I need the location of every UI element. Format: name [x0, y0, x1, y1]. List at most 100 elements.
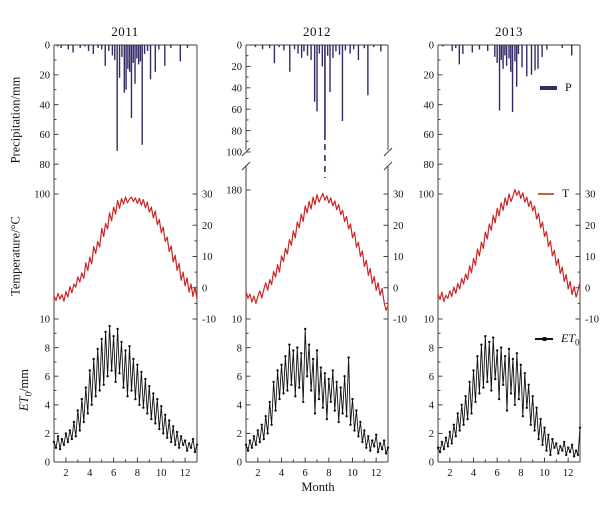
svg-text:0: 0 — [237, 41, 242, 52]
svg-text:60: 60 — [232, 105, 243, 116]
et0-swatch-icon — [535, 336, 553, 342]
svg-text:6: 6 — [237, 372, 242, 383]
svg-text:10: 10 — [424, 315, 435, 326]
et0-axis-title-sub: 0 — [23, 391, 34, 397]
svg-text:0: 0 — [202, 283, 207, 294]
svg-text:10: 10 — [393, 252, 404, 263]
et0-series-2011 — [52, 324, 199, 454]
svg-text:0: 0 — [429, 458, 434, 469]
svg-text:20: 20 — [424, 70, 435, 81]
svg-text:20: 20 — [393, 221, 404, 232]
svg-text:10: 10 — [585, 252, 596, 263]
legend-temperature: T — [538, 186, 569, 201]
svg-text:30: 30 — [393, 190, 404, 201]
svg-text:-10: -10 — [202, 315, 216, 326]
svg-text:2: 2 — [429, 429, 434, 440]
svg-text:80: 80 — [424, 160, 435, 171]
precip-bars-2011 — [56, 45, 189, 151]
panel-title-2011: 2011 — [111, 24, 139, 39]
svg-text:6: 6 — [429, 372, 434, 383]
svg-text:10: 10 — [40, 315, 51, 326]
et0-axis-title-rest: /mm — [16, 368, 31, 392]
svg-text:100: 100 — [34, 190, 50, 201]
svg-text:4: 4 — [279, 468, 285, 479]
svg-text:0: 0 — [585, 283, 590, 294]
svg-text:-10: -10 — [393, 315, 407, 326]
svg-text:8: 8 — [326, 468, 331, 479]
svg-text:2: 2 — [447, 468, 452, 479]
svg-text:0: 0 — [393, 283, 398, 294]
svg-text:12: 12 — [180, 468, 191, 479]
svg-text:4: 4 — [429, 400, 435, 411]
svg-text:2: 2 — [63, 468, 68, 479]
temp-line-2012 — [245, 192, 389, 311]
legend-precipitation: P — [540, 80, 572, 95]
svg-text:4: 4 — [45, 400, 51, 411]
temp-line-2011 — [53, 196, 198, 302]
svg-text:180: 180 — [226, 186, 242, 197]
svg-text:0: 0 — [237, 458, 242, 469]
svg-text:8: 8 — [135, 468, 140, 479]
precipitation-axis-title: Precipitation/mm — [8, 76, 23, 164]
temperature-axis-title: Temperature/°C — [8, 216, 23, 296]
svg-text:4: 4 — [87, 468, 93, 479]
svg-text:6: 6 — [495, 468, 500, 479]
svg-text:20: 20 — [202, 221, 213, 232]
panel-title-2012: 2012 — [303, 24, 331, 39]
et0-series-2012 — [244, 327, 390, 455]
svg-text:12: 12 — [371, 468, 382, 479]
svg-text:10: 10 — [156, 468, 167, 479]
legend-et0: ET0 — [535, 331, 580, 347]
svg-text:0: 0 — [429, 41, 434, 52]
panel-title-2013: 2013 — [495, 24, 523, 39]
et0-axis-title-italic: ET — [16, 396, 31, 412]
svg-text:8: 8 — [518, 468, 523, 479]
svg-text:60: 60 — [424, 130, 435, 141]
legend-label-et0: ET0 — [561, 331, 580, 347]
svg-text:40: 40 — [232, 83, 243, 94]
svg-text:10: 10 — [539, 468, 550, 479]
svg-text:80: 80 — [232, 126, 243, 137]
temp-line-2013 — [437, 189, 581, 303]
legend-label-t: T — [562, 186, 570, 200]
et0-axis-title: ET0/mm — [17, 369, 34, 411]
precip-bars-2013 — [442, 45, 573, 113]
legend-et0-sub: 0 — [575, 337, 580, 348]
svg-text:2: 2 — [45, 429, 50, 440]
svg-text:80: 80 — [40, 160, 51, 171]
svg-text:10: 10 — [347, 468, 358, 479]
et0-series-2013 — [436, 335, 582, 459]
svg-text:100: 100 — [226, 148, 242, 159]
svg-text:30: 30 — [202, 190, 213, 201]
svg-text:10: 10 — [232, 315, 243, 326]
svg-text:2: 2 — [237, 429, 242, 440]
month-axis-title: Month — [301, 480, 335, 494]
temperature-swatch-icon — [538, 192, 554, 195]
svg-text:20: 20 — [40, 70, 51, 81]
svg-text:4: 4 — [237, 400, 243, 411]
svg-text:4: 4 — [471, 468, 477, 479]
svg-text:20: 20 — [232, 62, 243, 73]
svg-text:8: 8 — [429, 343, 434, 354]
svg-text:40: 40 — [40, 100, 51, 111]
svg-text:6: 6 — [111, 468, 116, 479]
svg-text:6: 6 — [303, 468, 308, 479]
svg-text:12: 12 — [563, 468, 574, 479]
svg-text:10: 10 — [202, 252, 213, 263]
svg-text:60: 60 — [40, 130, 51, 141]
svg-text:8: 8 — [237, 343, 242, 354]
svg-text:40: 40 — [424, 100, 435, 111]
precipitation-swatch-icon — [540, 85, 557, 90]
svg-text:100: 100 — [418, 190, 434, 201]
svg-text:20: 20 — [585, 221, 596, 232]
legend-label-p: P — [565, 80, 572, 94]
svg-text:0: 0 — [45, 41, 50, 52]
svg-text:2: 2 — [255, 468, 260, 479]
precip-bars-2012 — [254, 45, 382, 178]
legend-et0-italic: ET — [561, 331, 576, 345]
svg-text:0: 0 — [45, 458, 50, 469]
svg-text:6: 6 — [45, 372, 50, 383]
